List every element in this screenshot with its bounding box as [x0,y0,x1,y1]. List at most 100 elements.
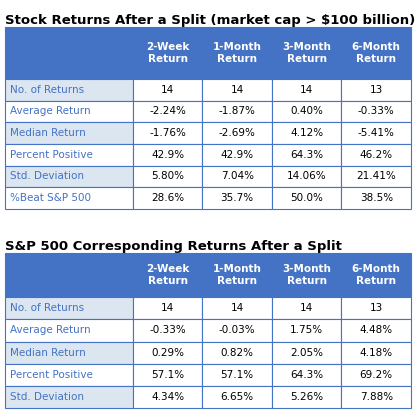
Text: 42.9%: 42.9% [151,150,184,160]
Bar [203,101,272,122]
Text: -5.41%: -5.41% [358,128,395,138]
Bar [203,364,272,386]
Text: 28.6%: 28.6% [151,193,184,203]
Text: -1.76%: -1.76% [149,128,186,138]
Text: Median Return: Median Return [10,348,86,358]
Bar [342,319,411,342]
Text: 0.40%: 0.40% [290,106,323,117]
Text: 5.80%: 5.80% [151,171,184,181]
Bar [133,79,203,101]
Text: 14.06%: 14.06% [287,171,327,181]
Bar [272,122,342,144]
Text: 57.1%: 57.1% [220,370,254,380]
Text: 21.41%: 21.41% [357,171,396,181]
Bar [272,342,342,364]
Bar [5,144,133,166]
Text: 2-Week
Return: 2-Week Return [146,42,189,64]
Bar [133,144,203,166]
Bar [272,319,342,342]
Text: 14: 14 [161,303,174,313]
Bar [203,386,272,408]
Text: 7.88%: 7.88% [360,392,393,402]
Text: 5.26%: 5.26% [290,392,323,402]
Text: 2.05%: 2.05% [290,348,323,358]
Text: 35.7%: 35.7% [220,193,254,203]
Text: Std. Deviation: Std. Deviation [10,392,84,402]
Text: 4.34%: 4.34% [151,392,184,402]
Bar [5,342,133,364]
Text: Median Return: Median Return [10,128,86,138]
Bar [342,122,411,144]
Text: 42.9%: 42.9% [220,150,254,160]
Text: 6-Month
Return: 6-Month Return [352,42,401,64]
Bar [342,297,411,319]
Text: -0.33%: -0.33% [149,325,186,335]
Text: Stock Returns After a Split (market cap > $100 billion): Stock Returns After a Split (market cap … [5,14,415,27]
Bar [133,386,203,408]
Bar [133,101,203,122]
Text: 13: 13 [369,85,383,95]
Bar [272,144,342,166]
Bar [133,27,203,79]
Text: 14: 14 [300,303,313,313]
Bar [5,122,133,144]
Bar [272,386,342,408]
Bar [203,253,272,297]
Bar [133,122,203,144]
Bar [5,364,133,386]
Bar [203,166,272,187]
Text: 2-Week
Return: 2-Week Return [146,264,189,286]
Text: S&P 500 Corresponding Returns After a Split: S&P 500 Corresponding Returns After a Sp… [5,240,342,253]
Text: Std. Deviation: Std. Deviation [10,171,84,181]
Text: Average Return: Average Return [10,106,91,117]
Bar [133,364,203,386]
Text: 7.04%: 7.04% [220,171,254,181]
Text: 3-Month
Return: 3-Month Return [282,264,331,286]
Text: 0.82%: 0.82% [220,348,254,358]
Bar [342,342,411,364]
Text: 14: 14 [230,303,244,313]
Bar [5,187,133,209]
Text: 14: 14 [230,85,244,95]
Text: 4.48%: 4.48% [360,325,393,335]
Text: 3-Month
Return: 3-Month Return [282,42,331,64]
Bar [5,79,133,101]
Bar [342,101,411,122]
Bar [5,166,133,187]
Text: 4.18%: 4.18% [360,348,393,358]
Text: -1.87%: -1.87% [219,106,255,117]
Text: 14: 14 [161,85,174,95]
Text: 64.3%: 64.3% [290,150,323,160]
Text: 46.2%: 46.2% [360,150,393,160]
Bar [342,166,411,187]
Text: 69.2%: 69.2% [360,370,393,380]
Text: 57.1%: 57.1% [151,370,184,380]
Bar [272,253,342,297]
Text: 6.65%: 6.65% [220,392,254,402]
Text: -0.03%: -0.03% [219,325,255,335]
Text: 0.29%: 0.29% [151,348,184,358]
Bar [342,364,411,386]
Bar [272,187,342,209]
Bar [5,27,133,79]
Bar [203,297,272,319]
Bar [342,253,411,297]
Bar [5,386,133,408]
Text: -2.24%: -2.24% [149,106,186,117]
Text: -2.69%: -2.69% [219,128,255,138]
Bar [5,253,133,297]
Bar [203,319,272,342]
Bar [203,27,272,79]
Text: 1.75%: 1.75% [290,325,323,335]
Text: 4.12%: 4.12% [290,128,323,138]
Text: 50.0%: 50.0% [290,193,323,203]
Text: %Beat S&P 500: %Beat S&P 500 [10,193,91,203]
Bar [203,144,272,166]
Bar [133,297,203,319]
Bar [133,342,203,364]
Bar [203,187,272,209]
Bar [133,319,203,342]
Text: Average Return: Average Return [10,325,91,335]
Bar [342,79,411,101]
Text: No. of Returns: No. of Returns [10,85,84,95]
